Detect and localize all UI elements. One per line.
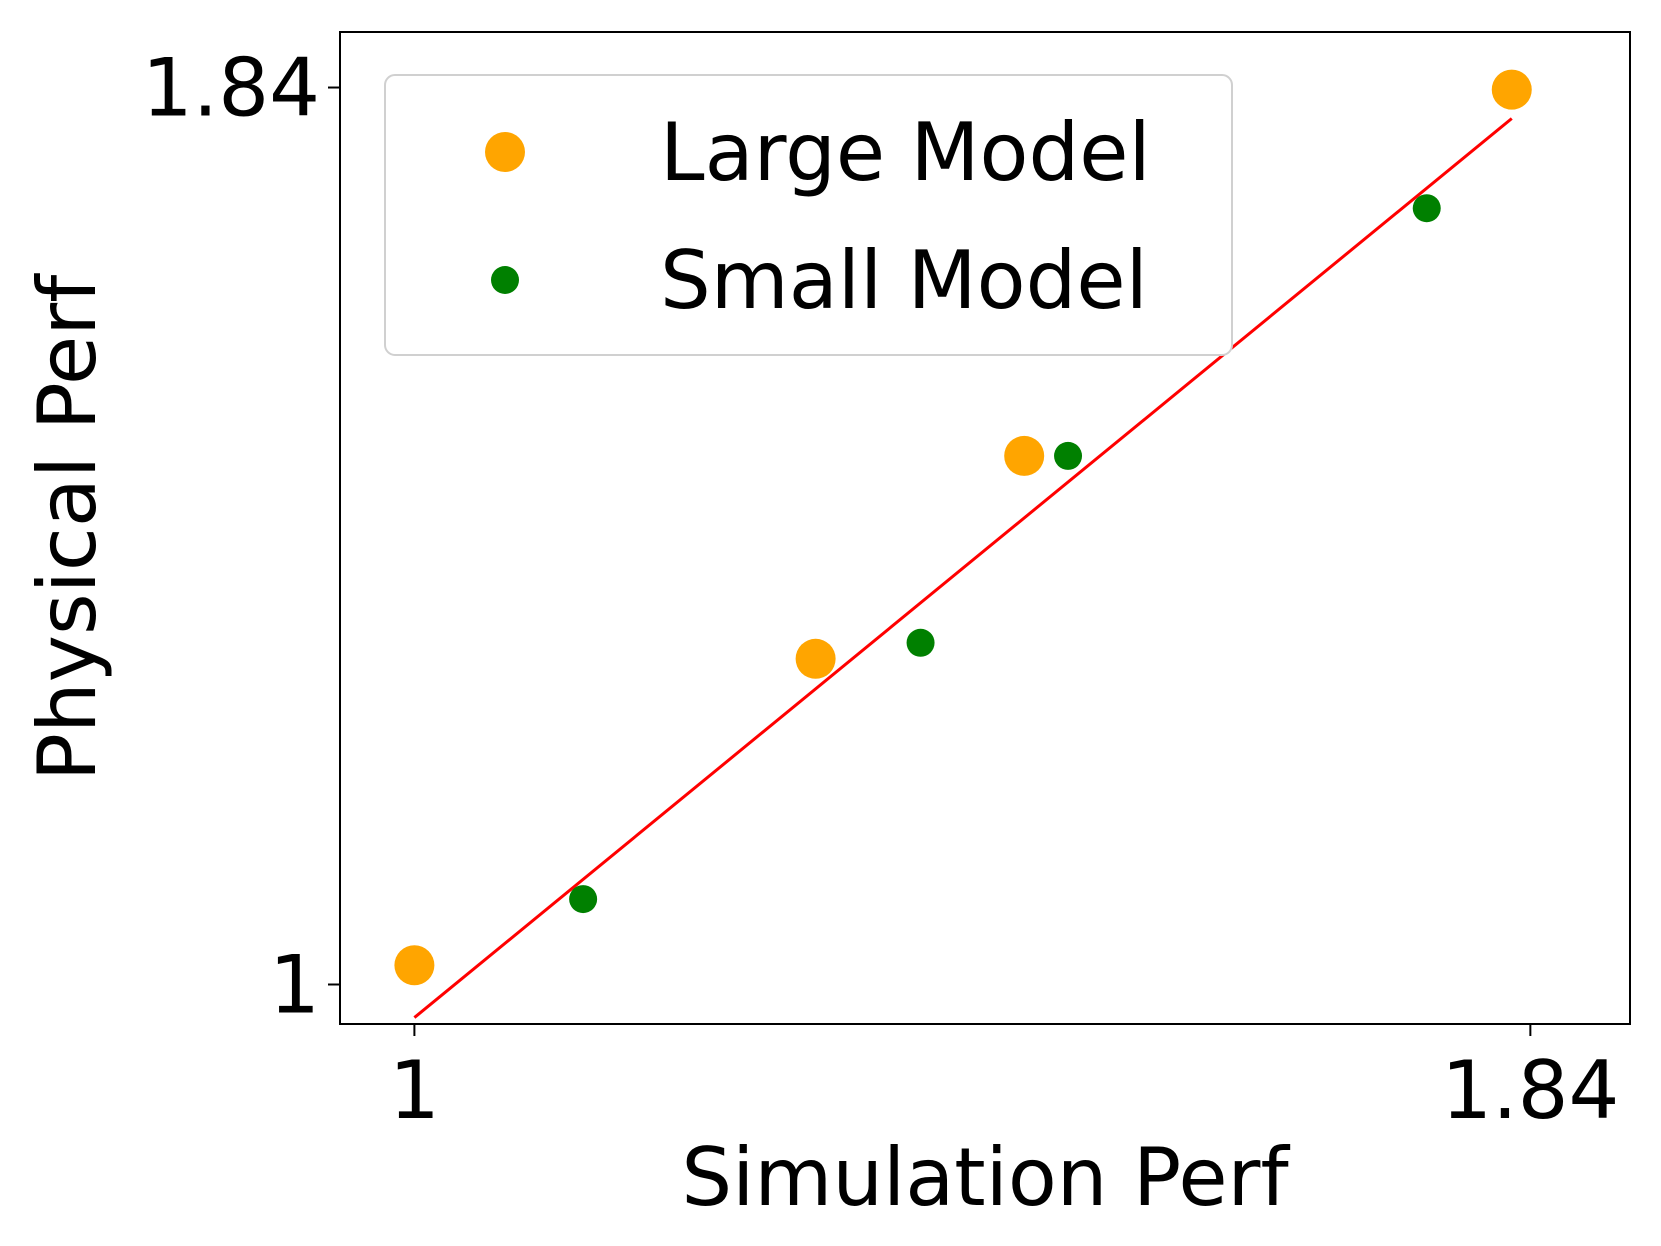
fit-line (413, 117, 1513, 1019)
x-axis-label: Simulation Perf (681, 1131, 1290, 1224)
legend-label-large-model: Large Model (660, 106, 1151, 199)
x-tick-label: 1 (389, 1044, 440, 1137)
x-tick-label: 1.84 (1441, 1044, 1619, 1137)
legend-box (384, 74, 1233, 356)
y-axis-label: Physical Perf (21, 273, 114, 781)
large-model-point (1004, 435, 1045, 476)
y-tick-label: 1 (269, 938, 320, 1031)
legend: Large Model Small Model (384, 74, 1233, 356)
large-model-point (795, 638, 836, 679)
legend-marker-large-model (485, 132, 525, 172)
small-model-point (1412, 194, 1441, 223)
large-model-point (1491, 69, 1532, 110)
y-axis: 11.84 (142, 42, 340, 1031)
small-model-point (1054, 441, 1083, 470)
small-model-point (569, 885, 598, 914)
legend-label-small-model: Small Model (660, 234, 1148, 327)
y-tick-label: 1.84 (142, 42, 320, 135)
large-model-point (394, 945, 435, 986)
x-axis: 1 1.84 (389, 1024, 1619, 1137)
fit-line-layer (413, 117, 1513, 1019)
legend-marker-small-model (491, 266, 519, 294)
small-model-point (906, 628, 935, 657)
